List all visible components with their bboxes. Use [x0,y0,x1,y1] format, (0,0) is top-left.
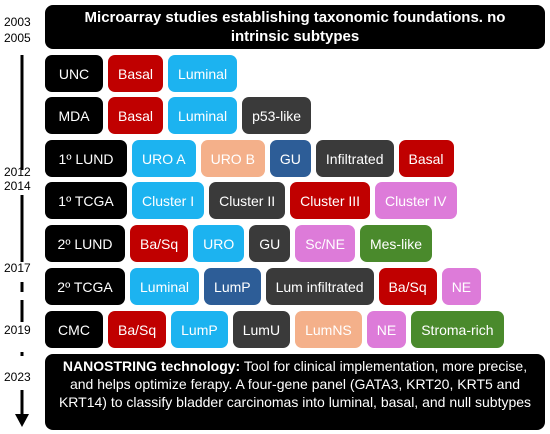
subtype-chip: Ba/Sq [108,311,167,348]
subtype-chip: Basal [108,55,164,92]
subtype-chip: GU [249,225,291,262]
subtype-row: 2º TCGA Luminal LumP Lum infiltrated Ba/Sq NE [45,268,482,305]
subtype-chip: p53-like [242,97,312,134]
subtype-row: MDA Basal Luminal p53-like [45,97,312,134]
header-text: Microarray studies establishing taxonomi… [84,9,506,45]
subtype-chip: LumU [232,311,291,348]
subtype-row: 1º TCGA Cluster I Cluster II Cluster III Clu… [45,182,457,219]
timeline [15,55,29,427]
subtype-chip: Cluster I [132,182,205,219]
study-label: UNC [45,55,103,92]
subtype-chip: Sc/NE [295,225,355,262]
subtype-chip: URO B [200,140,265,177]
subtype-chip: Luminal [168,97,238,134]
study-label: MDA [45,97,103,134]
subtype-chip: Cluster II [209,182,286,219]
subtype-chip: Cluster IV [375,182,457,219]
study-label: CMC [45,311,103,348]
subtype-chip: Luminal [168,55,238,92]
subtype-chip: Infiltrated [315,140,394,177]
subtype-chip: Basal [398,140,454,177]
subtype-chip: Luminal [130,268,200,305]
subtype-chip: URO A [132,140,196,177]
study-label: 2º TCGA [45,268,125,305]
subtype-chip: NE [441,268,482,305]
footer-text: Tool for clinical implementation, more p… [58,358,532,410]
subtype-chip: LumP [171,311,228,348]
subtype-chip: Stroma-rich [411,311,504,348]
year-label: 2005 [4,31,31,45]
subtype-chip: URO [193,225,245,262]
subtype-row: 2º LUND Ba/Sq URO GU Sc/NE Mes-like [45,225,433,262]
study-label: 1º TCGA [45,182,127,219]
year-label: 2017 [4,261,31,275]
subtype-row: CMC Ba/Sq LumP LumU LumNS NE Stroma-rich [45,311,504,348]
year-label: 2012 [4,165,31,179]
footer-lead: NANOSTRING technology: [62,358,241,374]
year-label: 2014 [4,179,31,193]
subtype-chip: LumNS [295,311,362,348]
subtype-chip: Cluster III [290,182,371,219]
year-label: 2019 [4,323,31,337]
subtype-chip: Basal [108,97,164,134]
subtype-row: UNC Basal Luminal [45,55,238,92]
subtype-chip: Lum infiltrated [265,268,374,305]
subtype-chip: Mes-like [359,225,433,262]
year-label: 2003 [4,15,31,29]
header-box: Microarray studies establishing taxonomi… [45,5,545,49]
subtype-chip: GU [269,140,311,177]
year-label: 2023 [4,370,31,384]
study-label: 2º LUND [45,225,125,262]
subtype-chip: Ba/Sq [378,268,437,305]
subtype-chip: Ba/Sq [130,225,189,262]
subtype-chip: LumP [204,268,261,305]
subtype-chip: NE [366,311,407,348]
subtype-row: 1º LUND URO A URO B GU Infiltrated Basal [45,140,454,177]
study-label: 1º LUND [45,140,127,177]
footer-box: NANOSTRING technology: Tool for clinical… [45,354,545,430]
